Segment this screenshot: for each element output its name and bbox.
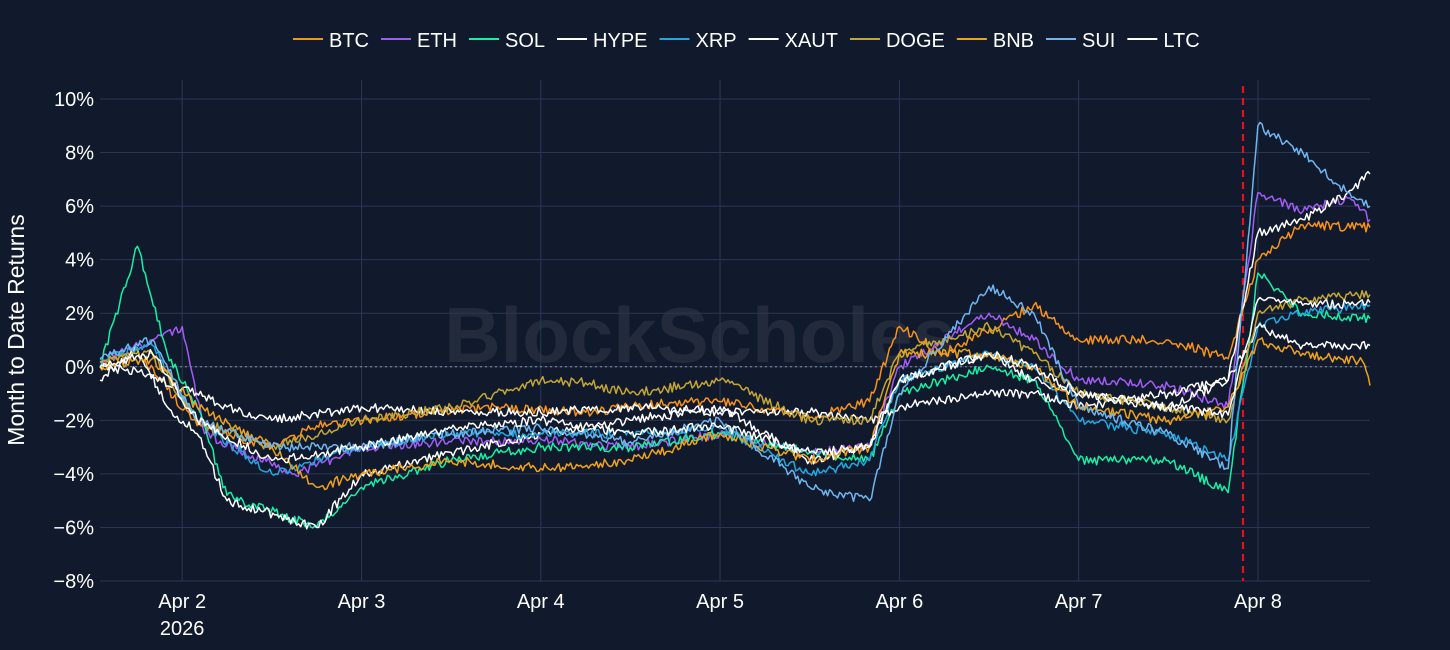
y-tick-label: −8% (53, 571, 94, 593)
y-axis-title: Month to Date Returns (3, 214, 29, 445)
legend-item-doge[interactable]: DOGE (849, 30, 945, 52)
legend-item-ltc[interactable]: LTC (1127, 30, 1200, 52)
legend-item-sui[interactable]: SUI (1046, 30, 1115, 52)
legend-label: SOL (505, 30, 545, 52)
y-tick-label: 4% (65, 250, 94, 272)
legend-label: BNB (993, 30, 1034, 52)
y-tick-label: −6% (53, 517, 94, 539)
series-line-hype (99, 170, 1371, 530)
y-tick-label: −2% (53, 410, 94, 432)
y-tick-label: −4% (53, 464, 94, 486)
x-tick-label: Apr 2 (158, 591, 206, 613)
series-line-xaut (99, 323, 1371, 424)
legend-label: SUI (1082, 30, 1115, 52)
series-lines (99, 121, 1371, 530)
series-line-bnb (99, 337, 1371, 491)
watermark-text: BlockScholes (444, 291, 956, 379)
y-tick-label: 8% (65, 143, 94, 165)
legend-item-hype[interactable]: HYPE (557, 30, 648, 52)
legend-item-btc[interactable]: BTC (293, 30, 369, 52)
x-tick-label: Apr 4 (517, 591, 565, 613)
x-tick-label: Apr 7 (1055, 591, 1103, 613)
legend-item-xrp[interactable]: XRP (659, 30, 737, 52)
legend-label: XRP (696, 30, 737, 52)
legend-label: HYPE (593, 30, 647, 52)
legend: BTC ETH SOL HYPE XRP XAUT DOGE BNB SUI LTC (293, 30, 1200, 52)
x-tick-label: Apr 6 (875, 591, 923, 613)
y-tick-label: 0% (65, 357, 94, 379)
y-tick-label: 6% (65, 196, 94, 218)
x-tick-label: Apr 8 (1234, 591, 1282, 613)
legend-label: ETH (417, 30, 457, 52)
x-tick-year-label: 2026 (160, 618, 205, 640)
reference-lines (100, 86, 1370, 581)
y-tick-label: 2% (65, 303, 94, 325)
legend-item-xaut[interactable]: XAUT (748, 30, 838, 52)
x-axis-ticks: Apr 2 2026 Apr 3 Apr 4 Apr 5 Apr 6 Apr 7 Apr 8 (158, 591, 1282, 640)
legend-label: LTC (1163, 30, 1199, 52)
legend-label: XAUT (785, 30, 838, 52)
series-line-btc (99, 220, 1371, 448)
y-tick-label: 10% (54, 89, 94, 111)
y-axis-ticks: −8% −6% −4% −2% 0% 2% 4% 6% 8% 10% (53, 89, 94, 593)
legend-item-sol[interactable]: SOL (469, 30, 545, 52)
series-line-ltc (99, 296, 1371, 464)
x-tick-label: Apr 5 (696, 591, 744, 613)
legend-label: BTC (329, 30, 369, 52)
legend-item-bnb[interactable]: BNB (956, 30, 1034, 52)
x-tick-label: Apr 3 (338, 591, 386, 613)
legend-item-eth[interactable]: ETH (381, 30, 457, 52)
legend-label: DOGE (886, 30, 945, 52)
